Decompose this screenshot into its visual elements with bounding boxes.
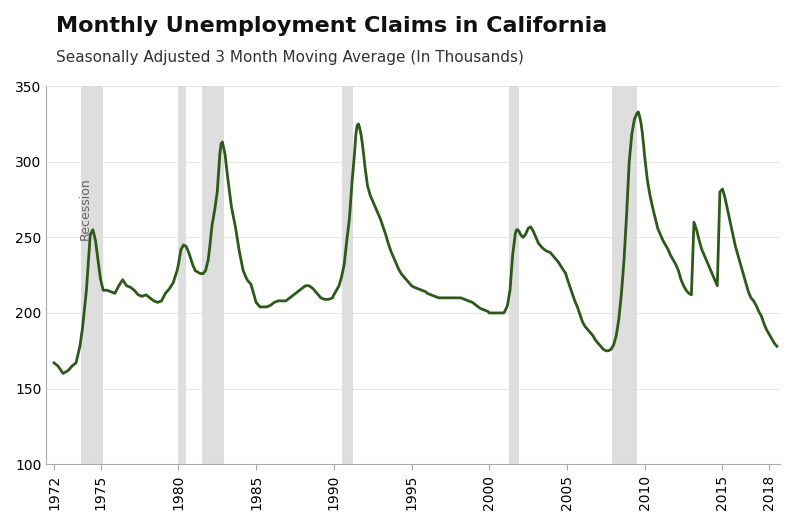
Bar [81, 86, 103, 464]
Text: Recession: Recession [79, 177, 91, 239]
Text: Seasonally Adjusted 3 Month Moving Average (In Thousands): Seasonally Adjusted 3 Month Moving Avera… [56, 50, 524, 65]
Bar [342, 86, 353, 464]
Bar [202, 86, 223, 464]
Text: Monthly Unemployment Claims in California: Monthly Unemployment Claims in Californi… [56, 16, 607, 36]
Bar [612, 86, 637, 464]
Bar [178, 86, 186, 464]
Bar [509, 86, 519, 464]
